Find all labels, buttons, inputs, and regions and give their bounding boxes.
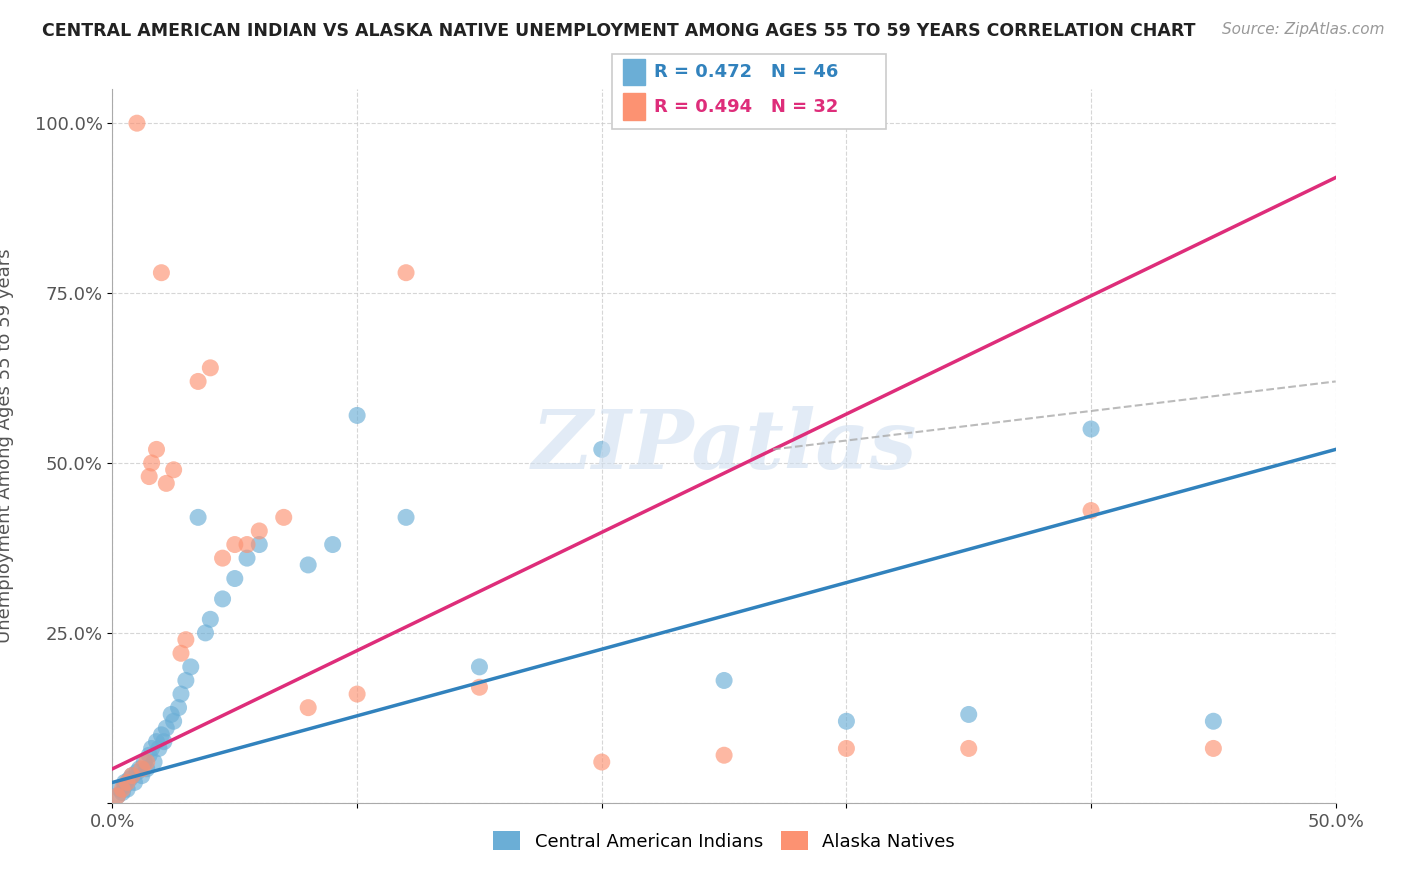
Point	[135, 755, 157, 769]
Point	[322, 537, 344, 551]
Point	[155, 721, 177, 735]
Point	[115, 782, 138, 797]
Point	[135, 762, 157, 776]
Point	[134, 755, 156, 769]
Point	[1202, 714, 1225, 729]
Point	[591, 442, 613, 457]
Point	[143, 755, 166, 769]
Legend: Central American Indians, Alaska Natives: Central American Indians, Alaska Natives	[486, 824, 962, 858]
Point	[150, 728, 173, 742]
Point	[153, 734, 176, 748]
Point	[111, 786, 134, 800]
Point	[114, 779, 136, 793]
Point	[224, 572, 246, 586]
Point	[395, 266, 418, 280]
Point	[125, 116, 148, 130]
Point	[1202, 741, 1225, 756]
Point	[121, 769, 143, 783]
Point	[247, 524, 270, 538]
Point	[200, 612, 222, 626]
Point	[957, 707, 980, 722]
Point	[131, 762, 153, 776]
Point	[174, 632, 197, 647]
Point	[224, 537, 246, 551]
Point	[713, 748, 735, 763]
Point	[835, 741, 858, 756]
Point	[131, 769, 153, 783]
Point	[115, 775, 138, 789]
Point	[170, 687, 193, 701]
Point	[957, 741, 980, 756]
Point	[138, 748, 160, 763]
Point	[247, 537, 270, 551]
Text: R = 0.494   N = 32: R = 0.494 N = 32	[654, 98, 838, 116]
Point	[167, 700, 190, 714]
Point	[141, 741, 163, 756]
Point	[114, 775, 136, 789]
Point	[200, 360, 222, 375]
Point	[187, 375, 209, 389]
Point	[148, 741, 170, 756]
Point	[187, 510, 209, 524]
Point	[128, 762, 150, 776]
Point	[145, 734, 167, 748]
Y-axis label: Unemployment Among Ages 55 to 59 years: Unemployment Among Ages 55 to 59 years	[0, 249, 14, 643]
Point	[174, 673, 197, 688]
Point	[346, 687, 368, 701]
Point	[297, 558, 319, 572]
Point	[125, 765, 148, 780]
Point	[170, 646, 193, 660]
Point	[150, 266, 173, 280]
Point	[155, 476, 177, 491]
Point	[124, 775, 146, 789]
Point	[141, 456, 163, 470]
Point	[211, 551, 233, 566]
Point	[111, 782, 134, 797]
Point	[108, 782, 131, 797]
Point	[835, 714, 858, 729]
Point	[1080, 503, 1102, 517]
Point	[138, 469, 160, 483]
Point	[273, 510, 295, 524]
Point	[236, 537, 259, 551]
Point	[468, 660, 491, 674]
Point	[1080, 422, 1102, 436]
Point	[297, 700, 319, 714]
Point	[160, 707, 183, 722]
Text: ZIPatlas: ZIPatlas	[531, 406, 917, 486]
Point	[180, 660, 202, 674]
Point	[163, 463, 186, 477]
Text: R = 0.472   N = 46: R = 0.472 N = 46	[654, 63, 838, 81]
Point	[346, 409, 368, 423]
Point	[105, 789, 128, 803]
Point	[118, 772, 141, 786]
Point	[468, 680, 491, 694]
Text: CENTRAL AMERICAN INDIAN VS ALASKA NATIVE UNEMPLOYMENT AMONG AGES 55 TO 59 YEARS : CENTRAL AMERICAN INDIAN VS ALASKA NATIVE…	[42, 22, 1195, 40]
Point	[145, 442, 167, 457]
Point	[105, 789, 128, 803]
Point	[713, 673, 735, 688]
Point	[395, 510, 418, 524]
Point	[194, 626, 217, 640]
Point	[591, 755, 613, 769]
Text: Source: ZipAtlas.com: Source: ZipAtlas.com	[1222, 22, 1385, 37]
Point	[121, 769, 143, 783]
Point	[163, 714, 186, 729]
Point	[236, 551, 259, 566]
Point	[211, 591, 233, 606]
